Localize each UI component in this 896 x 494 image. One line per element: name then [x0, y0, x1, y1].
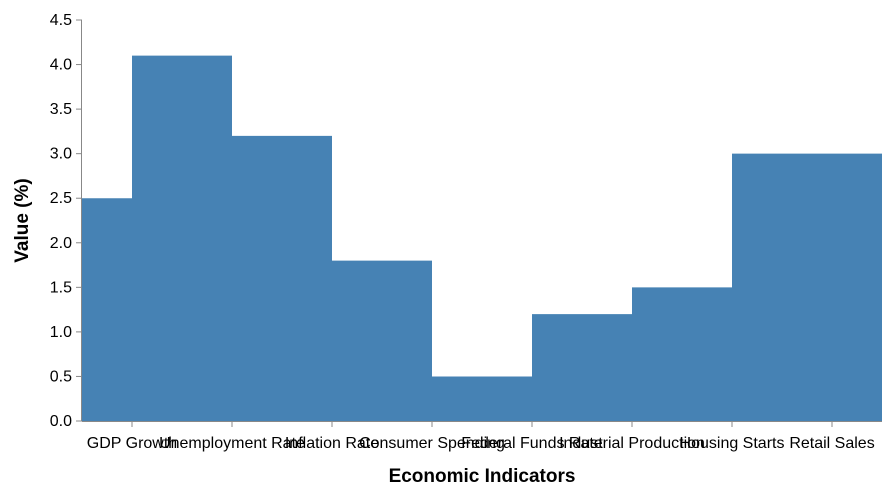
step-area-series — [82, 55, 882, 422]
x-tick-label: Unemployment Rate — [159, 435, 305, 452]
x-tick-label: Consumer Spending — [359, 435, 505, 452]
x-tick-label: GDP Growth — [87, 435, 177, 452]
y-tick-label: 0.0 — [50, 413, 72, 430]
y-tick-label: 3.5 — [50, 101, 72, 118]
y-tick-label: 2.5 — [50, 190, 72, 207]
x-tick-label: Housing Starts — [680, 435, 785, 452]
x-tick-label: Retail Sales — [789, 435, 874, 452]
x-tick-label: Inflation Rate — [285, 435, 379, 452]
y-tick-label: 4.5 — [50, 12, 72, 29]
x-tick-label: Industrial Production — [559, 435, 705, 452]
y-tick-label: 4.0 — [50, 57, 72, 74]
y-tick-label: 3.0 — [50, 146, 72, 163]
y-tick-label: 2.0 — [50, 235, 72, 252]
y-axis-title: Value (%) — [12, 178, 33, 262]
plot-area — [82, 55, 882, 422]
y-tick-label: 0.5 — [50, 368, 72, 385]
y-axis: 0.0 0.5 1.0 1.5 2.0 2.5 3.0 3.5 4.0 4.5 — [50, 12, 82, 430]
x-axis-title: Economic Indicators — [389, 466, 576, 487]
x-tick-label: Federal Funds Rate — [461, 435, 603, 452]
y-tick-label: 1.5 — [50, 279, 72, 296]
y-tick-label: 1.0 — [50, 324, 72, 341]
